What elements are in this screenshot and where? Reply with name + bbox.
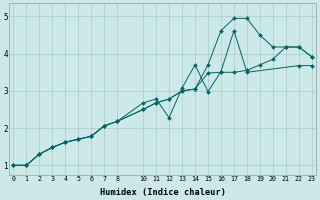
X-axis label: Humidex (Indice chaleur): Humidex (Indice chaleur) bbox=[100, 188, 226, 197]
